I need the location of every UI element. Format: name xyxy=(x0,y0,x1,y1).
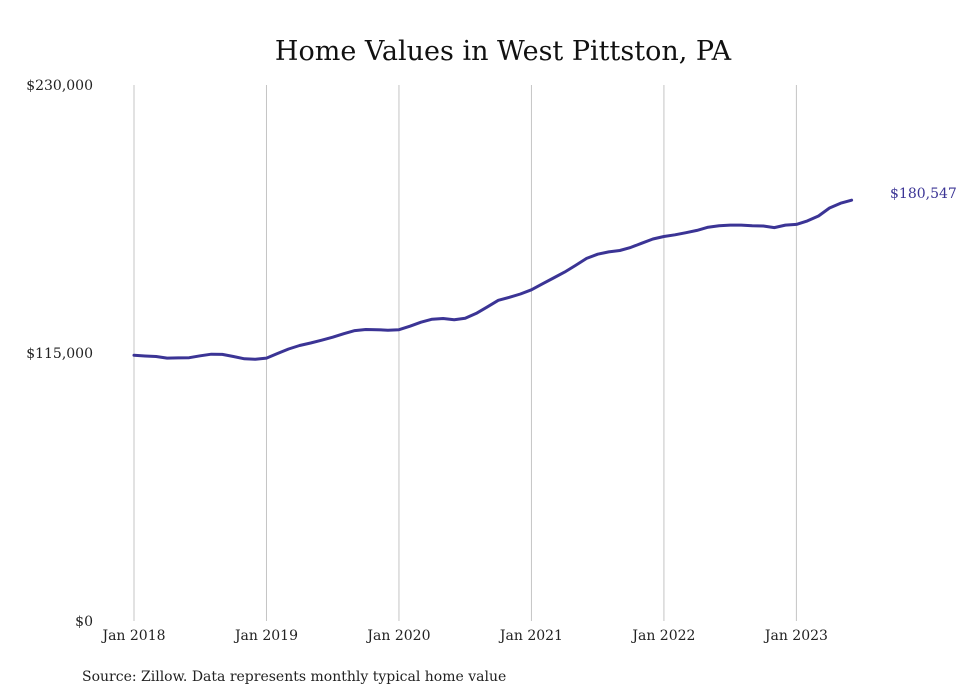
x-tick-label: Jan 2023 xyxy=(763,628,828,644)
y-tick-label: $0 xyxy=(75,614,93,630)
y-axis-ticks: $0 $115,000 $230,000 xyxy=(26,78,93,630)
grid-lines xyxy=(133,85,797,621)
y-tick-label: $230,000 xyxy=(26,78,93,94)
x-tick-label: Jan 2022 xyxy=(630,628,695,644)
chart-title: Home Values in West Pittston, PA xyxy=(275,36,732,67)
end-value-label: $180,547 xyxy=(890,186,957,202)
x-axis-ticks: Jan 2018 Jan 2019 Jan 2020 Jan 2021 Jan 2022… xyxy=(100,628,827,644)
source-note: Source: Zillow. Data represents monthly … xyxy=(82,669,506,685)
series-layer xyxy=(132,198,854,361)
x-tick-label: Jan 2018 xyxy=(100,628,165,644)
x-tick-label: Jan 2020 xyxy=(365,628,430,644)
series-line-0 xyxy=(132,198,854,361)
y-tick-label: $115,000 xyxy=(26,346,93,362)
x-tick-label: Jan 2021 xyxy=(498,628,563,644)
x-tick-label: Jan 2019 xyxy=(233,628,298,644)
